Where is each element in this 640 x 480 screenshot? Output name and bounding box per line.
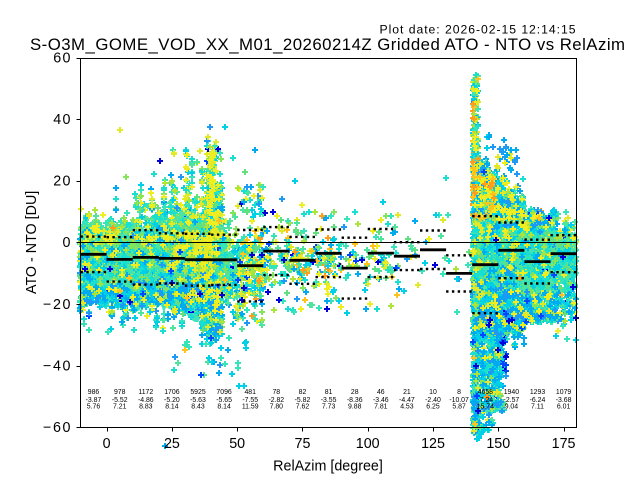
svg-text:-2.57: -2.57 — [504, 397, 520, 404]
svg-text:1079: 1079 — [556, 389, 571, 396]
svg-text:-7.24: -7.24 — [477, 397, 493, 404]
svg-text:978: 978 — [114, 389, 126, 396]
svg-text:50: 50 — [229, 436, 245, 452]
svg-text:100: 100 — [356, 436, 380, 452]
svg-text:−40: −40 — [43, 358, 71, 374]
svg-text:1706: 1706 — [164, 389, 179, 396]
svg-text:4.53: 4.53 — [400, 403, 414, 410]
svg-text:-2.40: -2.40 — [425, 397, 441, 404]
svg-text:-2.82: -2.82 — [268, 397, 284, 404]
svg-text:-5.82: -5.82 — [295, 397, 311, 404]
svg-text:15.74: 15.74 — [477, 403, 494, 410]
svg-text:8.83: 8.83 — [139, 403, 153, 410]
svg-text:-5.63: -5.63 — [190, 397, 206, 404]
svg-text:1940: 1940 — [504, 389, 519, 396]
svg-text:-3.46: -3.46 — [373, 397, 389, 404]
svg-text:-8.36: -8.36 — [347, 397, 363, 404]
svg-text:150: 150 — [486, 436, 510, 452]
svg-text:7.21: 7.21 — [113, 403, 127, 410]
svg-text:-5.20: -5.20 — [164, 397, 180, 404]
svg-text:8: 8 — [457, 389, 461, 396]
svg-text:60: 60 — [53, 50, 70, 66]
svg-text:7.62: 7.62 — [296, 403, 310, 410]
svg-text:81: 81 — [325, 389, 333, 396]
svg-text:8.14: 8.14 — [165, 403, 179, 410]
svg-text:986: 986 — [88, 389, 100, 396]
svg-text:-7.55: -7.55 — [242, 397, 258, 404]
svg-text:1172: 1172 — [138, 389, 153, 396]
svg-text:0: 0 — [63, 235, 71, 251]
svg-text:125: 125 — [421, 436, 445, 452]
svg-text:1293: 1293 — [530, 389, 545, 396]
svg-text:8.14: 8.14 — [217, 403, 231, 410]
svg-text:-5.52: -5.52 — [112, 397, 128, 404]
svg-text:8.43: 8.43 — [191, 403, 205, 410]
svg-text:-3.87: -3.87 — [86, 397, 102, 404]
svg-text:6.01: 6.01 — [557, 403, 571, 410]
svg-text:28: 28 — [351, 389, 359, 396]
svg-text:-3.68: -3.68 — [556, 397, 572, 404]
svg-text:5925: 5925 — [190, 389, 205, 396]
svg-text:-10.07: -10.07 — [449, 397, 469, 404]
svg-text:7.73: 7.73 — [322, 403, 336, 410]
svg-text:10: 10 — [429, 389, 437, 396]
svg-text:75: 75 — [295, 436, 311, 452]
svg-text:7.81: 7.81 — [374, 403, 388, 410]
svg-text:−60: −60 — [43, 420, 71, 436]
svg-text:20: 20 — [53, 174, 70, 190]
svg-text:−20: −20 — [43, 297, 71, 313]
svg-text:-4.47: -4.47 — [399, 397, 415, 404]
svg-text:-4.86: -4.86 — [138, 397, 154, 404]
svg-text:9.04: 9.04 — [505, 403, 519, 410]
svg-text:82: 82 — [299, 389, 307, 396]
svg-text:5.87: 5.87 — [452, 403, 466, 410]
svg-text:175: 175 — [552, 436, 576, 452]
svg-text:ATO - NTO [DU]: ATO - NTO [DU] — [24, 191, 40, 294]
svg-text:7.11: 7.11 — [531, 403, 544, 410]
svg-text:25: 25 — [164, 436, 180, 452]
svg-text:78: 78 — [272, 389, 280, 396]
svg-text:RelAzim [degree]: RelAzim [degree] — [273, 459, 383, 475]
svg-text:21: 21 — [403, 389, 411, 396]
svg-text:Plot date: 2026-02-15 12:14:15: Plot date: 2026-02-15 12:14:15 — [380, 23, 576, 37]
svg-text:-3.55: -3.55 — [321, 397, 337, 404]
svg-text:481: 481 — [244, 389, 256, 396]
svg-text:6.25: 6.25 — [426, 403, 440, 410]
svg-text:-6.24: -6.24 — [530, 397, 546, 404]
svg-text:S-O3M_GOME_VOD_XX_M01_20260214: S-O3M_GOME_VOD_XX_M01_20260214Z Gridded … — [30, 35, 625, 54]
svg-text:0: 0 — [103, 436, 111, 452]
svg-text:7096: 7096 — [216, 389, 231, 396]
svg-text:11.59: 11.59 — [242, 403, 259, 410]
svg-text:7.80: 7.80 — [270, 403, 284, 410]
svg-text:-5.65: -5.65 — [216, 397, 232, 404]
svg-text:40: 40 — [53, 112, 70, 128]
svg-text:46: 46 — [377, 389, 385, 396]
svg-text:9.88: 9.88 — [348, 403, 362, 410]
svg-text:5.76: 5.76 — [87, 403, 101, 410]
svg-text:4658: 4658 — [478, 389, 493, 396]
